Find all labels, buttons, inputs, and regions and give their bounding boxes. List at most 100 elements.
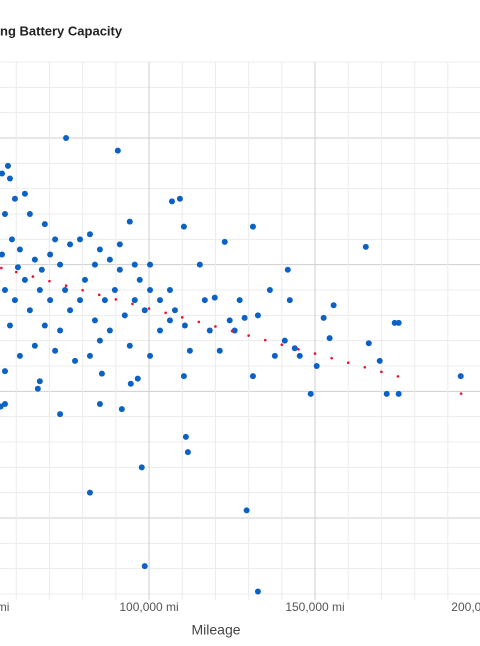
point bbox=[266, 287, 273, 293]
point bbox=[249, 223, 256, 230]
point bbox=[11, 297, 18, 304]
point bbox=[313, 363, 320, 369]
point bbox=[221, 238, 228, 245]
point bbox=[41, 221, 48, 228]
point bbox=[4, 162, 11, 169]
point bbox=[62, 287, 69, 293]
point bbox=[201, 297, 208, 304]
point bbox=[8, 236, 15, 243]
point bbox=[41, 322, 48, 329]
point bbox=[6, 322, 13, 329]
point bbox=[116, 266, 123, 273]
point bbox=[0, 403, 4, 410]
point bbox=[166, 317, 173, 324]
point bbox=[118, 406, 125, 413]
point bbox=[320, 314, 327, 321]
point bbox=[396, 375, 400, 378]
point bbox=[241, 314, 248, 321]
point bbox=[31, 275, 35, 278]
point bbox=[52, 347, 59, 354]
point bbox=[247, 334, 250, 337]
point bbox=[77, 297, 83, 304]
point bbox=[67, 241, 74, 248]
point bbox=[395, 319, 402, 326]
point bbox=[0, 266, 3, 270]
point bbox=[31, 342, 38, 349]
point bbox=[64, 284, 68, 287]
point bbox=[126, 342, 133, 349]
point bbox=[131, 302, 134, 306]
point bbox=[286, 297, 293, 304]
point bbox=[126, 218, 133, 225]
point bbox=[136, 276, 143, 283]
point bbox=[36, 378, 43, 385]
point bbox=[383, 390, 390, 397]
point bbox=[196, 261, 203, 268]
point bbox=[168, 198, 175, 205]
point bbox=[16, 352, 23, 359]
point bbox=[11, 195, 18, 202]
point bbox=[307, 390, 314, 397]
point bbox=[230, 329, 234, 333]
point bbox=[96, 401, 103, 407]
point bbox=[284, 266, 291, 273]
point bbox=[34, 385, 41, 392]
point bbox=[157, 297, 163, 304]
x-tick-label: 150,000 mi bbox=[285, 600, 344, 614]
point bbox=[171, 307, 178, 314]
point bbox=[211, 294, 218, 301]
point bbox=[57, 327, 64, 334]
point bbox=[21, 190, 28, 197]
point bbox=[254, 312, 261, 319]
point bbox=[180, 373, 187, 380]
point bbox=[111, 287, 118, 293]
point bbox=[263, 338, 267, 342]
point bbox=[57, 261, 64, 268]
point bbox=[131, 297, 138, 304]
point bbox=[184, 449, 191, 456]
point bbox=[296, 352, 303, 359]
point bbox=[164, 311, 167, 315]
point bbox=[63, 135, 70, 141]
point bbox=[47, 297, 54, 304]
point bbox=[48, 279, 51, 283]
chart-title: ng Battery Capacity bbox=[0, 23, 123, 38]
x-tick-label: 100,000 mi bbox=[119, 600, 178, 614]
point bbox=[86, 352, 93, 359]
point bbox=[330, 356, 333, 360]
point bbox=[281, 337, 288, 344]
point bbox=[14, 270, 18, 274]
point bbox=[147, 307, 151, 310]
point bbox=[141, 307, 148, 314]
x-axis-label: Mileage bbox=[191, 622, 240, 638]
point bbox=[226, 317, 233, 324]
point bbox=[86, 231, 93, 238]
point bbox=[280, 343, 284, 347]
point bbox=[271, 352, 278, 359]
point bbox=[106, 256, 113, 263]
point bbox=[106, 327, 113, 334]
point bbox=[380, 370, 383, 374]
point bbox=[182, 433, 189, 440]
point bbox=[254, 588, 261, 595]
point bbox=[81, 276, 88, 283]
point bbox=[157, 327, 163, 334]
point bbox=[26, 307, 33, 314]
point bbox=[1, 287, 8, 293]
point bbox=[138, 464, 145, 471]
point bbox=[313, 352, 317, 355]
point bbox=[101, 297, 108, 304]
point bbox=[81, 288, 84, 292]
point bbox=[0, 170, 5, 177]
point bbox=[134, 375, 141, 382]
point bbox=[67, 307, 74, 314]
point bbox=[214, 325, 217, 328]
point bbox=[47, 251, 54, 258]
point bbox=[180, 316, 184, 319]
point bbox=[97, 293, 101, 297]
point bbox=[1, 368, 8, 375]
point bbox=[98, 370, 105, 377]
point bbox=[457, 373, 464, 380]
point bbox=[330, 302, 337, 309]
x-tick-label: 200,000 mi bbox=[451, 600, 480, 614]
